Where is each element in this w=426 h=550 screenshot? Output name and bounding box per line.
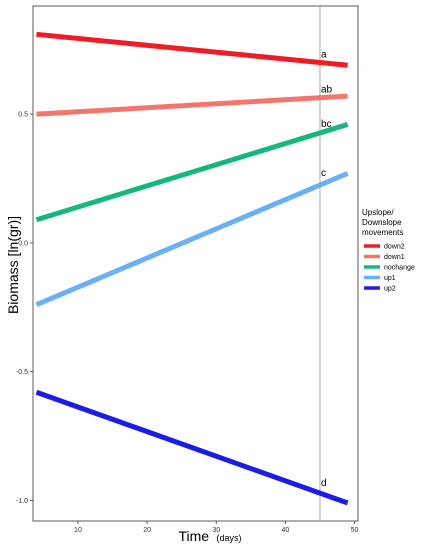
- y-tick-label: -1.0: [16, 498, 28, 505]
- annotation-up1: c: [321, 168, 326, 179]
- series-line-down2: [36, 31, 348, 68]
- legend-label-down2: down2: [384, 244, 405, 251]
- annotation-down2: a: [321, 50, 327, 61]
- legend: Upslope/ Downslope movements down2 down1 n…: [362, 208, 415, 293]
- x-tick-label: 10: [74, 527, 82, 534]
- legend-title-line1: Upslope/: [362, 208, 394, 217]
- x-tick-label: 30: [212, 527, 220, 534]
- legend-label-nochange: nochange: [384, 265, 415, 272]
- y-tick-label: 0.5: [18, 112, 28, 119]
- legend-label-down1: down1: [384, 254, 405, 261]
- series-line-down1: [36, 93, 348, 117]
- legend-label-up1: up1: [384, 275, 396, 282]
- annotation-down1: ab: [321, 84, 333, 95]
- x-axis-unit: (days): [217, 533, 242, 543]
- legend-label-up2: up2: [384, 286, 396, 293]
- x-axis-title: Time (days): [178, 528, 241, 545]
- series-line-nochange: [35, 122, 349, 223]
- series-line-up2: [35, 389, 349, 506]
- y-tick-label: -0.5: [16, 369, 28, 376]
- annotation-nochange: bc: [321, 119, 332, 130]
- y-axis-title: Biomass [ln(gr)]: [5, 216, 21, 314]
- x-tick-label: 40: [281, 527, 289, 534]
- series-line-up1: [35, 171, 349, 308]
- x-axis-label: Time: [178, 528, 209, 544]
- plot-panel: [32, 5, 359, 522]
- y-tick-label: 0.0: [18, 240, 28, 247]
- x-tick-label: 20: [143, 527, 151, 534]
- annotation-up2: d: [321, 478, 327, 489]
- legend-title-line2: Downslope: [362, 218, 402, 227]
- legend-title-line3: movements: [362, 228, 403, 237]
- x-tick-label: 50: [351, 527, 359, 534]
